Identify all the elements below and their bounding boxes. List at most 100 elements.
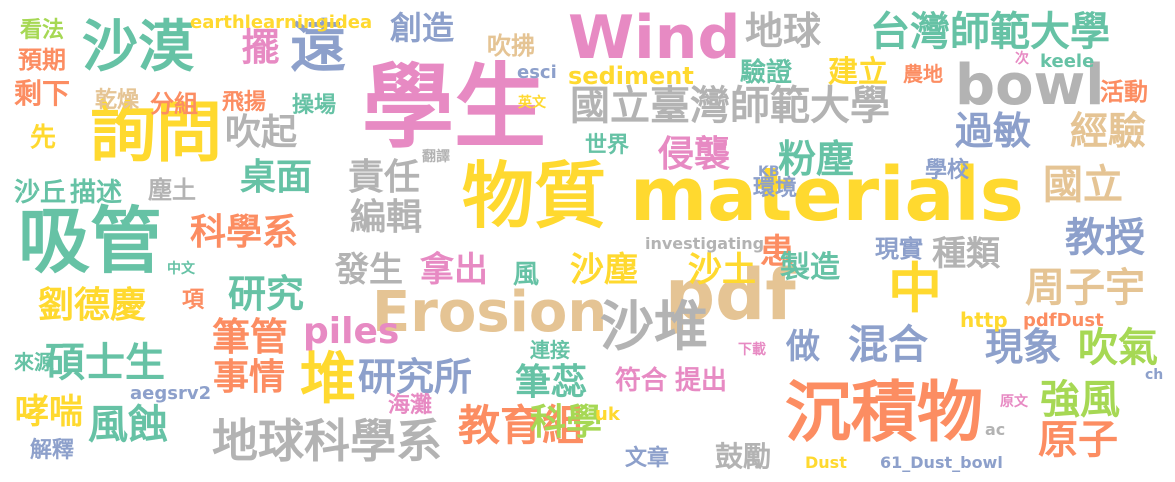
cloud-word: 沉積物 — [785, 374, 983, 451]
cloud-word: 學校 — [925, 158, 970, 183]
cloud-word: 現實 — [875, 235, 923, 263]
cloud-word: 教授 — [1065, 215, 1145, 261]
cloud-word: 教育組 — [458, 401, 585, 450]
cloud-word: 解釋 — [30, 438, 75, 463]
cloud-word: 沙土 — [688, 250, 756, 290]
cloud-word: 拿出 — [420, 250, 488, 290]
cloud-word: 61_Dust_bowl — [880, 453, 1003, 472]
cloud-word: 驗證 — [740, 58, 793, 88]
cloud-word: 連接 — [530, 338, 570, 362]
cloud-word: Erosion — [372, 280, 608, 345]
cloud-word: 堆 — [300, 347, 356, 412]
cloud-word: 符合 — [615, 366, 668, 396]
cloud-word: http — [960, 308, 1008, 332]
cloud-word: 吸管 — [18, 199, 163, 283]
cloud-word: 吹氣 — [1078, 325, 1158, 371]
cloud-word: 劉德慶 — [38, 285, 147, 326]
cloud-word: Dust — [805, 453, 847, 472]
cloud-word: 沙丘 — [14, 178, 67, 208]
cloud-word: 詢問 — [90, 94, 222, 171]
cloud-word: 製造 — [780, 250, 840, 285]
cloud-word: pdfDust — [1023, 310, 1104, 331]
cloud-word: 翻譯 — [422, 149, 450, 165]
cloud-word: 學生 — [362, 54, 547, 161]
cloud-word: ch — [1145, 367, 1164, 383]
cloud-word: 國立 — [1043, 162, 1123, 208]
cloud-word: esci — [517, 62, 557, 83]
cloud-word: 現象 — [985, 325, 1062, 369]
cloud-word: 吹拂 — [487, 32, 535, 60]
cloud-word: 侵襲 — [658, 134, 731, 175]
cloud-word: 科學 — [530, 402, 603, 443]
cloud-word: 擺 — [235, 27, 279, 65]
cloud-word: 地球 — [745, 9, 822, 53]
cloud-word: 遠 — [290, 15, 346, 80]
cloud-word: 海灘 — [388, 393, 433, 418]
cloud-word: bowl — [955, 53, 1105, 118]
cloud-word: 沙堆 — [600, 295, 708, 358]
cloud-word: 患 — [760, 232, 794, 272]
cloud-word: 分組 — [150, 90, 198, 118]
cloud-word: 看法 — [20, 18, 65, 43]
cloud-word: 原子 — [1038, 417, 1118, 463]
cloud-word: 責任 — [348, 157, 421, 198]
cloud-word: KB — [758, 164, 780, 180]
cloud-word: 環境 — [753, 176, 798, 201]
cloud-word: 下載 — [738, 342, 766, 358]
cloud-word: 風 — [513, 260, 540, 290]
cloud-word: 次 — [1015, 51, 1029, 67]
cloud-word: 風蝕 — [88, 402, 168, 448]
cloud-word: 塵土 — [148, 176, 196, 204]
cloud-word: 創造 — [390, 9, 455, 47]
cloud-word: ac — [985, 420, 1006, 439]
cloud-word: 活動 — [1100, 78, 1148, 106]
cloud-word: 英文 — [518, 95, 546, 111]
cloud-word: 碩士生 — [45, 340, 165, 386]
cloud-word: 描述 — [70, 178, 123, 208]
cloud-word: 編輯 — [350, 197, 423, 238]
cloud-word: 國立臺灣師範大學 — [570, 83, 890, 129]
cloud-word: 研究所 — [358, 355, 473, 399]
cloud-word: 預期 — [18, 46, 66, 74]
cloud-word: 先 — [30, 123, 57, 153]
cloud-word: 物質 — [462, 154, 607, 238]
cloud-word: 操場 — [292, 93, 337, 118]
cloud-word: 種類 — [932, 234, 1000, 274]
cloud-word: 世界 — [585, 133, 630, 158]
cloud-word: 乾燥 — [95, 88, 140, 113]
cloud-word: 過敏 — [955, 109, 1032, 153]
cloud-word: 鼓勵 — [715, 440, 772, 473]
cloud-word: 強風 — [1040, 377, 1120, 423]
cloud-word: 中文 — [167, 261, 195, 277]
cloud-word: 混合 — [848, 322, 928, 368]
cloud-word: 科學系 — [190, 212, 299, 253]
cloud-word: 周子宇 — [1025, 265, 1145, 311]
cloud-word: sediment — [568, 62, 694, 90]
cloud-word: earthlearningidea — [190, 12, 373, 33]
cloud-word: 筆蕊 — [515, 362, 588, 403]
cloud-word: 原文 — [1000, 394, 1028, 410]
cloud-word: materials — [630, 152, 1024, 238]
cloud-word: 桌面 — [240, 157, 313, 198]
cloud-word: 做 — [786, 327, 820, 367]
cloud-word: 哮喘 — [15, 392, 83, 432]
cloud-word: 沙塵 — [570, 250, 638, 290]
cloud-word: 吹起 — [225, 112, 298, 153]
cloud-word: keele — [1040, 51, 1095, 72]
cloud-word: uk — [595, 404, 620, 425]
cloud-word: 發生 — [335, 250, 403, 290]
cloud-word: 文章 — [625, 446, 670, 471]
cloud-word: 地球科學系 — [212, 414, 442, 468]
cloud-word: 提出 — [675, 366, 728, 396]
cloud-word: 事情 — [213, 357, 286, 398]
cloud-word: investigating — [645, 234, 765, 253]
cloud-word: 粉塵 — [778, 137, 855, 181]
cloud-word: 剩下 — [14, 77, 71, 110]
cloud-word: pdf — [665, 254, 796, 336]
cloud-word: 來源 — [14, 350, 54, 374]
cloud-word: 經驗 — [1070, 109, 1147, 153]
cloud-word: Wind — [568, 3, 741, 73]
cloud-word: 研究 — [228, 272, 305, 316]
cloud-word: 飛揚 — [222, 90, 267, 115]
